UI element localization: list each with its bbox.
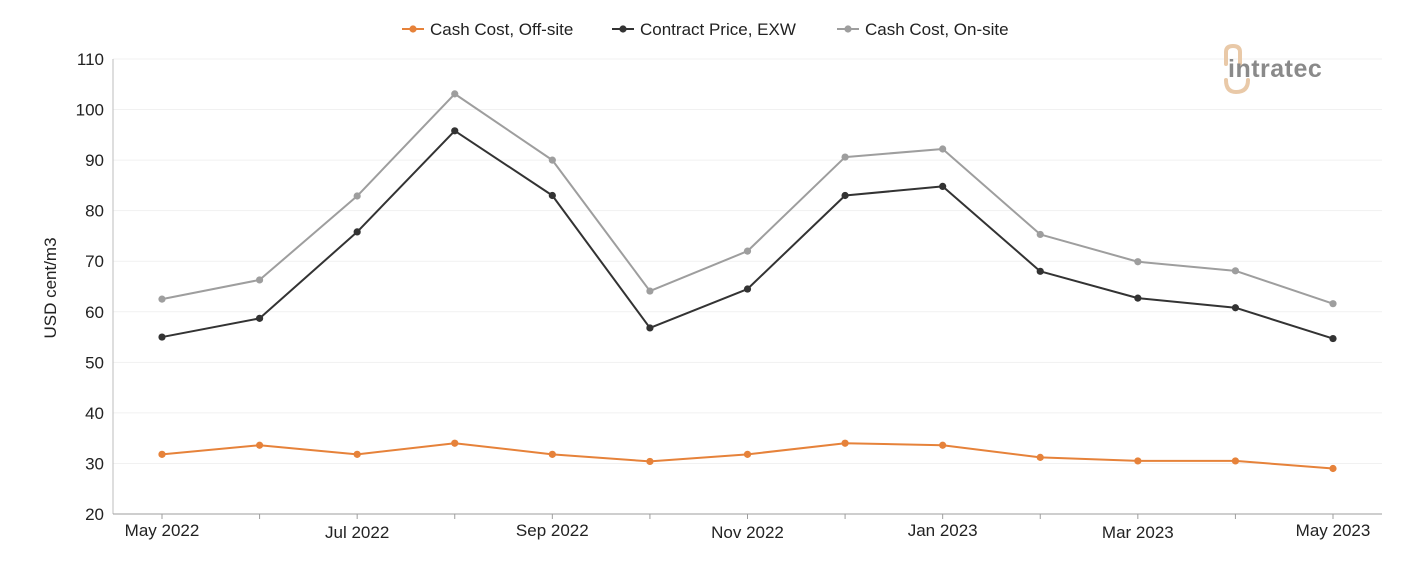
data-point [548, 191, 556, 200]
data-point [1036, 267, 1044, 275]
x-tick-label: May 2022 [125, 521, 200, 540]
x-tick-label: Sep 2022 [516, 521, 589, 540]
x-tick-label: Jan 2023 [908, 521, 978, 540]
intratec-logo: intratec [1224, 43, 1322, 95]
data-point [1231, 267, 1240, 275]
data-point [939, 441, 947, 449]
data-point [1231, 457, 1240, 465]
data-point [646, 287, 654, 295]
legend-label: Cash Cost, Off-site [430, 20, 573, 39]
data-point [1329, 300, 1337, 308]
data-point [743, 247, 752, 255]
data-point [841, 191, 849, 200]
x-tick-label: Mar 2023 [1102, 523, 1174, 542]
data-point [1329, 334, 1337, 343]
data-point [158, 295, 166, 303]
data-point [1036, 453, 1044, 461]
axes [112, 59, 1382, 519]
data-point [743, 285, 752, 293]
y-tick-label: 50 [85, 353, 104, 372]
y-tick-label: 30 [85, 454, 104, 473]
y-tick-label: 70 [85, 252, 104, 271]
series-contract-price-exw [158, 127, 1337, 343]
y-tick-labels: 20 30 40 50 60 70 80 90 100 110 [76, 50, 104, 524]
y-tick-label: 60 [85, 303, 104, 322]
legend-item[interactable]: Cash Cost, Off-site [402, 20, 573, 39]
data-point [353, 450, 361, 458]
y-tick-label: 100 [76, 101, 104, 120]
logo-text: intratec [1228, 55, 1322, 83]
data-point [939, 182, 947, 190]
gridlines [113, 58, 1382, 464]
data-point [548, 156, 556, 164]
data-point [1329, 464, 1337, 473]
data-point [158, 450, 166, 458]
y-tick-label: 80 [85, 202, 104, 221]
y-tick-label: 40 [85, 404, 104, 423]
x-tick-labels: May 2022 Jul 2022 Sep 2022 Nov 2022 Jan 2023… [125, 521, 1371, 542]
legend-label: Cash Cost, On-site [865, 20, 1009, 39]
data-point [1134, 457, 1142, 465]
data-point [158, 333, 166, 341]
x-tick-label: May 2023 [1296, 521, 1371, 540]
data-point [1134, 258, 1142, 266]
data-point [451, 127, 459, 135]
data-point [646, 324, 654, 332]
y-axis-title: USD cent/m3 [41, 237, 60, 338]
data-point [451, 90, 459, 98]
series-cash-cost-on-site [158, 90, 1337, 308]
legend-marker-icon [619, 25, 627, 33]
data-point [743, 450, 752, 458]
data-point [255, 314, 264, 322]
data-point [353, 228, 361, 236]
data-point [255, 276, 264, 284]
legend-item[interactable]: Cash Cost, On-site [837, 20, 1009, 39]
x-tick-label: Jul 2022 [325, 523, 389, 542]
series-line [161, 92, 1334, 305]
data-point [1134, 294, 1142, 302]
logo-mark-icon [1224, 43, 1250, 95]
data-point [1036, 230, 1044, 239]
data-point [841, 153, 849, 161]
legend-marker-icon [409, 25, 417, 33]
y-tick-label: 20 [85, 505, 104, 524]
series-lines [158, 90, 1337, 473]
y-tick-label: 110 [77, 50, 104, 69]
legend-marker-icon [844, 25, 852, 33]
data-point [1231, 304, 1240, 312]
data-point [841, 439, 849, 447]
legend-item[interactable]: Contract Price, EXW [612, 20, 796, 39]
data-point [548, 450, 556, 458]
series-cash-cost-off-site [158, 439, 1337, 473]
x-tick-label: Nov 2022 [711, 523, 784, 542]
data-point [646, 457, 654, 466]
data-point [451, 439, 459, 447]
data-point [353, 192, 361, 200]
legend-label: Contract Price, EXW [640, 20, 796, 39]
legend[interactable]: Cash Cost, Off-site Contract Price, EXW Ca… [402, 20, 1009, 39]
data-point [939, 145, 947, 153]
series-line [161, 129, 1334, 340]
y-tick-label: 90 [85, 151, 104, 170]
data-point [255, 441, 264, 449]
